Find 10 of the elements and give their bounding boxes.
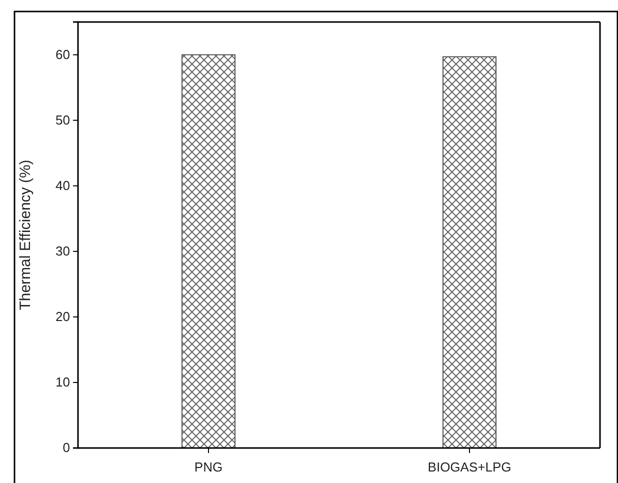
x-tick-label: BIOGAS+LPG	[428, 460, 512, 475]
y-tick-label: 30	[56, 244, 70, 259]
y-tick-label: 10	[56, 374, 70, 390]
y-axis-title: Thermal Efficiency (%)	[17, 160, 34, 310]
y-tick-label: 0	[62, 440, 70, 456]
y-tick-label: 40	[56, 178, 70, 194]
x-tick-label: PNG	[194, 460, 223, 475]
y-tick-label: 60	[56, 46, 70, 62]
y-tick-label: 50	[56, 112, 70, 128]
y-tick-label: 20	[56, 309, 70, 324]
